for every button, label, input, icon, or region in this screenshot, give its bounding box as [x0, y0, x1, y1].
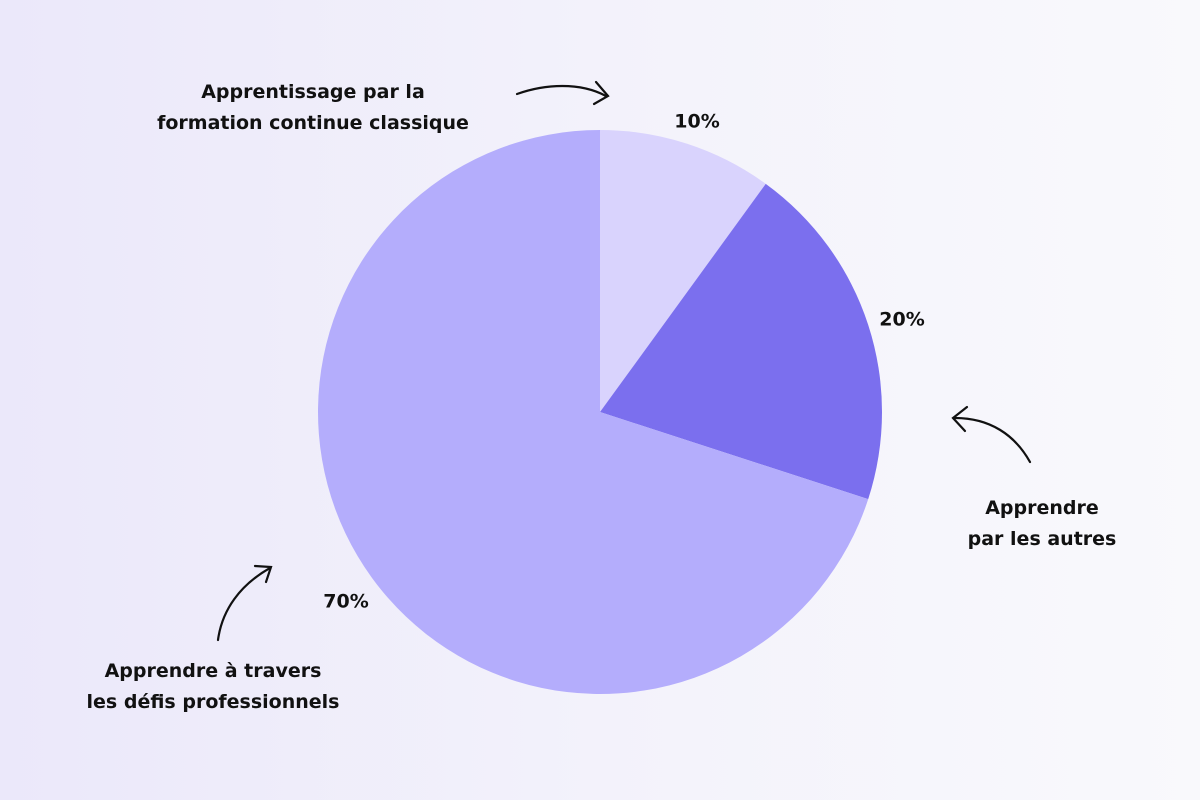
arrow [216, 566, 272, 642]
value-label: 70% [323, 591, 368, 613]
arrows [216, 80, 1032, 642]
arrow-head [951, 405, 969, 433]
arrow-head [253, 564, 273, 584]
category-label: Apprendre à travers les défis profession… [86, 660, 340, 713]
arrow-head [592, 80, 610, 106]
category-label: Apprendre par les autres [967, 497, 1117, 550]
arrow [515, 84, 608, 98]
pie-slice [318, 130, 869, 695]
arrow [953, 416, 1032, 464]
category-label: Apprentissage par la formation continue … [157, 81, 469, 134]
pie-slice [600, 183, 882, 500]
value-label: 20% [879, 309, 924, 331]
value-label: 10% [674, 111, 719, 133]
pie-slice [600, 130, 766, 412]
